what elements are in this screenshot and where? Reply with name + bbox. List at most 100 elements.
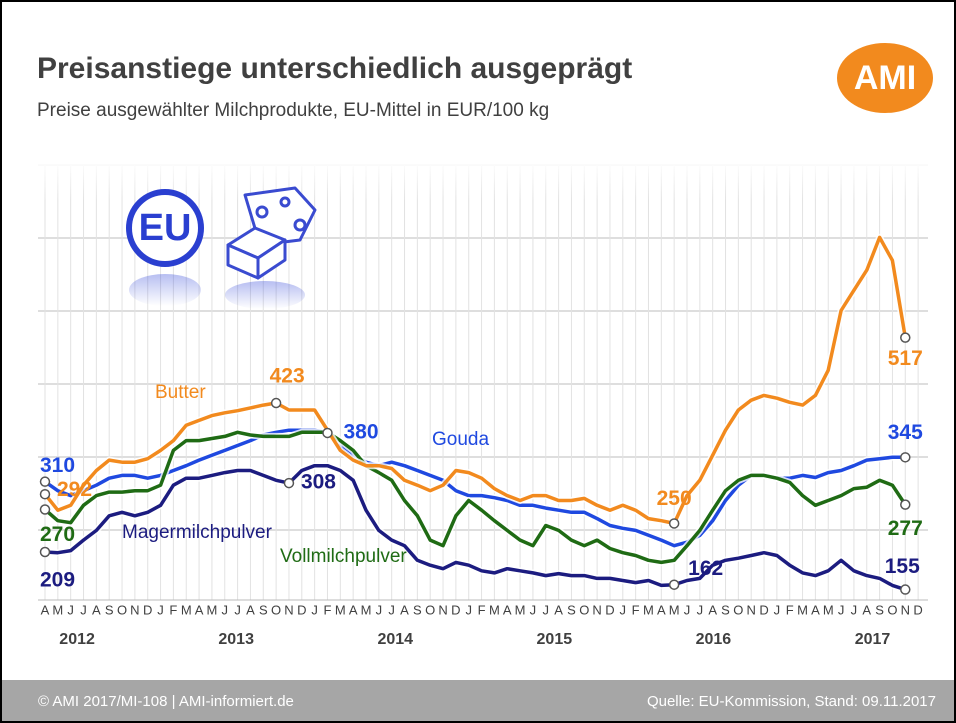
x-tick-label: D [297, 602, 306, 617]
x-tick-label: M [643, 602, 654, 617]
title: Preisanstiege unterschiedlich ausgeprägt [37, 52, 632, 85]
data-label: 209 [40, 569, 75, 592]
eu-icon: EU [129, 192, 201, 306]
data-label: 310 [40, 454, 75, 477]
x-tick-label: A [657, 602, 666, 617]
x-tick-label: M [361, 602, 372, 617]
x-tick-label: O [579, 602, 589, 617]
x-tick-label: A [708, 602, 717, 617]
x-tick-label: A [811, 602, 820, 617]
x-tick-label: F [169, 602, 177, 617]
x-tick-label: A [400, 602, 409, 617]
x-tick-label: F [632, 602, 640, 617]
year-label: 2016 [696, 631, 732, 648]
data-point [41, 477, 50, 486]
x-tick-label: F [324, 602, 332, 617]
x-tick-label: S [105, 602, 114, 617]
series-name: Vollmilchpulver [280, 546, 407, 567]
x-tick-label: A [246, 602, 255, 617]
x-tick-label: J [774, 602, 781, 617]
x-tick-label: S [721, 602, 730, 617]
x-tick-label: M [515, 602, 526, 617]
data-label: 345 [888, 421, 923, 444]
x-tick-label: J [80, 602, 87, 617]
year-label: 2013 [218, 631, 254, 648]
data-label: 277 [888, 517, 923, 540]
x-tick-label: F [786, 602, 794, 617]
data-point [901, 585, 910, 594]
x-tick-label: D [913, 602, 922, 617]
x-tick-label: A [349, 602, 358, 617]
x-tick-label: S [413, 602, 422, 617]
x-tick-label: A [41, 602, 50, 617]
data-point [670, 519, 679, 528]
x-tick-label: S [567, 602, 576, 617]
x-tick-label: A [554, 602, 563, 617]
data-label: 162 [688, 557, 723, 580]
data-point [670, 580, 679, 589]
series-name: Butter [155, 382, 206, 403]
x-tick-label: O [425, 602, 435, 617]
x-tick-label: D [605, 602, 614, 617]
data-label: 308 [301, 471, 336, 494]
x-tick-label: J [388, 602, 395, 617]
x-tick-label: A [503, 602, 512, 617]
x-tick-label: J [530, 602, 537, 617]
data-label: 155 [885, 555, 920, 578]
x-tick-label: D [143, 602, 152, 617]
x-tick-label: J [838, 602, 845, 617]
x-tick-label: F [478, 602, 486, 617]
data-point [284, 479, 293, 488]
subtitle: Preise ausgewählter Milchprodukte, EU-Mi… [37, 100, 549, 121]
data-label: 270 [40, 523, 75, 546]
x-tick-label: J [684, 602, 691, 617]
x-tick-label: J [376, 602, 383, 617]
year-label: 2017 [855, 631, 891, 648]
x-tick-label: J [543, 602, 550, 617]
data-label: 380 [343, 421, 378, 444]
data-point [901, 453, 910, 462]
x-tick-label: D [451, 602, 460, 617]
x-tick-label: N [592, 602, 601, 617]
series-name: Gouda [432, 429, 489, 450]
x-tick-label: J [67, 602, 74, 617]
x-tick-label: M [669, 602, 680, 617]
x-tick-label: J [157, 602, 164, 617]
x-tick-label: M [823, 602, 834, 617]
x-tick-label: A [92, 602, 101, 617]
x-tick-label: N [747, 602, 756, 617]
x-tick-label: J [620, 602, 627, 617]
x-tick-label: J [465, 602, 472, 617]
x-tick-label: J [311, 602, 318, 617]
data-point [41, 505, 50, 514]
x-tick-label: J [234, 602, 241, 617]
footer-left: © AMI 2017/MI-108 | AMI-informiert.de [38, 693, 294, 710]
x-tick-label: M [489, 602, 500, 617]
x-tick-label: S [259, 602, 268, 617]
x-tick-label: J [697, 602, 704, 617]
x-tick-label: M [797, 602, 808, 617]
series-name: Magermilchpulver [122, 522, 273, 543]
x-tick-label: O [887, 602, 897, 617]
eu-label: EU [139, 207, 192, 249]
x-tick-label: O [117, 602, 127, 617]
x-tick-label: J [222, 602, 229, 617]
data-label: 517 [888, 347, 923, 370]
page: EU AMJJASONDJFMAMJJASONDJFMAMJJASONDJFMA… [0, 0, 956, 723]
x-tick-label: N [901, 602, 910, 617]
x-tick-label: S [875, 602, 884, 617]
data-label: 423 [270, 365, 305, 388]
data-point [41, 547, 50, 556]
data-point [323, 428, 332, 437]
x-tick-label: A [862, 602, 871, 617]
x-tick-label: N [130, 602, 139, 617]
x-tick-label: D [759, 602, 768, 617]
x-tick-label: J [851, 602, 858, 617]
data-label: 250 [657, 487, 692, 510]
year-label: 2015 [537, 631, 573, 648]
x-tick-label: M [335, 602, 346, 617]
x-tick-label: M [206, 602, 217, 617]
data-point [901, 500, 910, 509]
data-point [272, 399, 281, 408]
x-tick-label: A [195, 602, 204, 617]
